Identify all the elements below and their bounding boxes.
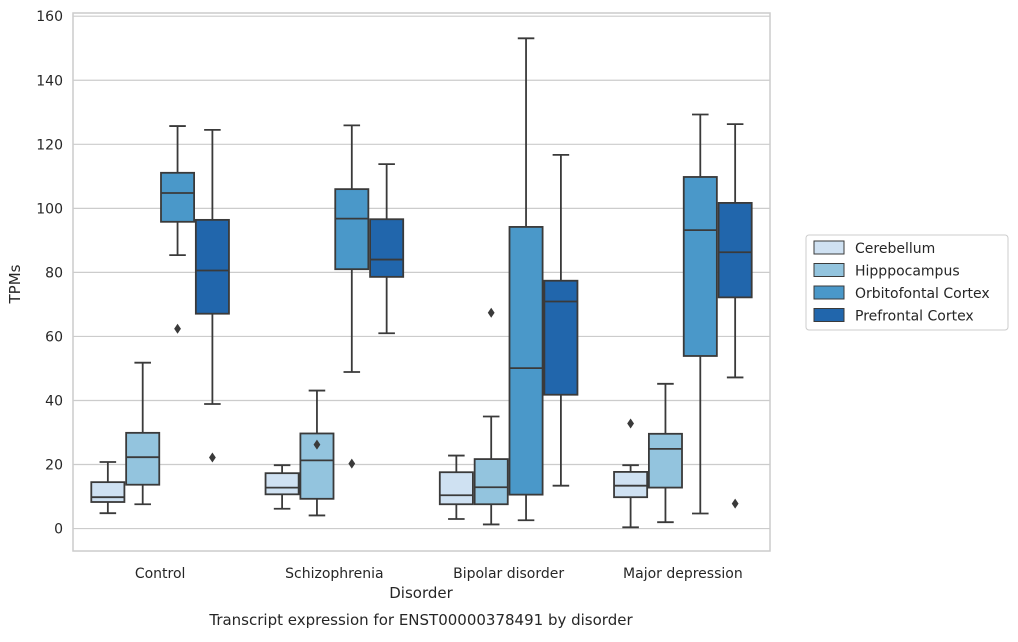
- x-tick-labels: Control Schizophrenia Bipolar disorder Majo…: [135, 566, 743, 582]
- legend-frame: [805, 234, 1009, 331]
- legend-swatch: [813, 240, 845, 255]
- outlier-point: [627, 418, 634, 429]
- x-tick-label: Major depression: [623, 566, 743, 582]
- y-tick-label: 60: [45, 329, 63, 345]
- outlier-point: [348, 458, 356, 469]
- y-tick-labels: 0 20 40 60 80 100 120 140 160: [36, 9, 63, 537]
- x-tick-label: Control: [135, 566, 186, 582]
- box-cerebellum: [613, 418, 649, 529]
- box-orbitofontal-cortex: [160, 125, 196, 334]
- box-body: [90, 481, 126, 503]
- box-body: [194, 218, 230, 315]
- y-tick-label: 20: [45, 458, 63, 474]
- chart-caption: Transcript expression for ENST0000037849…: [208, 611, 633, 629]
- y-tick-label: 80: [45, 265, 63, 281]
- box-body: [264, 472, 300, 496]
- box-orbitofontal-cortex: [682, 113, 718, 515]
- y-tick-label: 0: [54, 522, 63, 538]
- box-body: [473, 458, 509, 506]
- outlier-point: [731, 498, 739, 509]
- x-axis-label: Disorder: [389, 584, 453, 602]
- legend-swatch: [813, 285, 845, 300]
- box-cerebellum: [438, 454, 474, 520]
- box-body: [682, 176, 718, 357]
- box-orbitofontal-cortex: [334, 124, 370, 469]
- legend-items: Cerebellum Hipppocampus Orbitofontal Corte…: [813, 240, 990, 325]
- x-tick-label: Bipolar disorder: [453, 566, 564, 582]
- y-tick-label: 160: [36, 9, 63, 25]
- outlier-point: [174, 323, 181, 334]
- box-prefrontal-cortex: [194, 128, 230, 463]
- box-orbitofontal-cortex: [508, 37, 544, 522]
- legend: Cerebellum Hipppocampus Orbitofontal Corte…: [805, 234, 1009, 331]
- y-tick-label: 140: [36, 73, 63, 89]
- y-tick-label: 40: [45, 393, 63, 409]
- box-body: [438, 471, 474, 506]
- box-body: [125, 431, 161, 486]
- box-hipppocampus: [125, 361, 161, 506]
- box-body: [717, 202, 753, 299]
- legend-swatch: [813, 308, 845, 322]
- box-body: [613, 471, 649, 499]
- box-hipppocampus: [473, 307, 509, 526]
- y-tick-label: 100: [36, 201, 63, 217]
- box-cerebellum: [90, 461, 126, 515]
- box-body: [508, 226, 544, 496]
- box-cerebellum: [264, 464, 300, 510]
- box-prefrontal-cortex: [369, 163, 405, 335]
- box-hipppocampus: [647, 382, 683, 524]
- y-axis-label: TPMs: [6, 264, 24, 304]
- box-body: [160, 171, 196, 223]
- box-prefrontal-cortex: [717, 123, 753, 509]
- box-prefrontal-cortex: [543, 153, 579, 487]
- legend-label: Hipppocampus: [855, 264, 960, 280]
- legend-label: Cerebellum: [855, 241, 935, 257]
- box-body: [543, 279, 579, 396]
- legend-swatch: [813, 263, 845, 277]
- legend-label: Orbitofontal Cortex: [855, 286, 990, 302]
- plot-frame: [72, 12, 771, 552]
- outlier-point: [487, 307, 495, 318]
- box-body: [334, 188, 370, 271]
- box-layer: [90, 37, 753, 529]
- legend-label: Prefrontal Cortex: [855, 309, 974, 325]
- box-body: [647, 432, 683, 489]
- y-tick-label: 120: [36, 137, 63, 153]
- box-body: [369, 218, 405, 278]
- x-tick-label: Schizophrenia: [285, 566, 383, 582]
- outlier-point: [313, 439, 321, 450]
- outlier-point: [209, 452, 216, 463]
- box-hipppocampus: [299, 389, 335, 517]
